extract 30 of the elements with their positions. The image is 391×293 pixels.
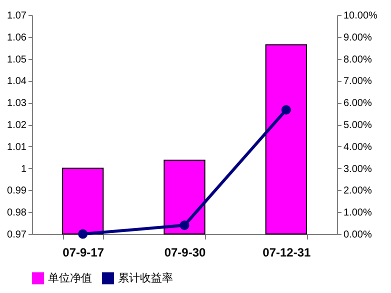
y2-tick-label: 4.00%: [344, 142, 372, 153]
y2-tick-label: 8.00%: [344, 54, 372, 66]
x-tick-label: 07-9-30: [164, 246, 206, 260]
y-tick-label: 1.04: [7, 76, 27, 88]
y2-tick-label: 2.00%: [344, 186, 372, 197]
y-tick-label: 1.07: [7, 10, 27, 22]
y-tick-label: 1.02: [7, 120, 27, 131]
y2-tick-label: 9.00%: [344, 32, 372, 44]
y-tick-label: 0.99: [7, 186, 27, 197]
y-tick-label: 1: [20, 164, 27, 175]
y-tick-label: 0.98: [7, 208, 27, 219]
y2-tick-label: 3.00%: [344, 164, 372, 175]
point: [281, 105, 291, 115]
y2-tick-label: 10.00%: [344, 10, 378, 22]
y2-tick-label: 6.00%: [344, 98, 372, 110]
y-tick-label: 1.03: [7, 98, 27, 110]
x-tick-label: 07-9-17: [62, 246, 104, 260]
point: [180, 220, 190, 230]
legend-label: 单位净值: [48, 271, 92, 284]
y2-tick-label: 7.00%: [344, 76, 372, 88]
y-tick-label: 1.01: [7, 142, 27, 153]
y2-tick-label: 5.00%: [344, 120, 372, 131]
y2-tick-label: 1.00%: [344, 208, 372, 219]
y2-tick-label: 0.00%: [344, 230, 372, 240]
legend-label: 累计收益率: [118, 271, 173, 284]
x-tick-label: 07-12-31: [262, 246, 312, 260]
y-tick-label: 0.97: [7, 230, 27, 240]
point: [78, 229, 88, 239]
y-tick-label: 1.06: [7, 32, 27, 44]
y-tick-label: 1.05: [7, 54, 27, 66]
